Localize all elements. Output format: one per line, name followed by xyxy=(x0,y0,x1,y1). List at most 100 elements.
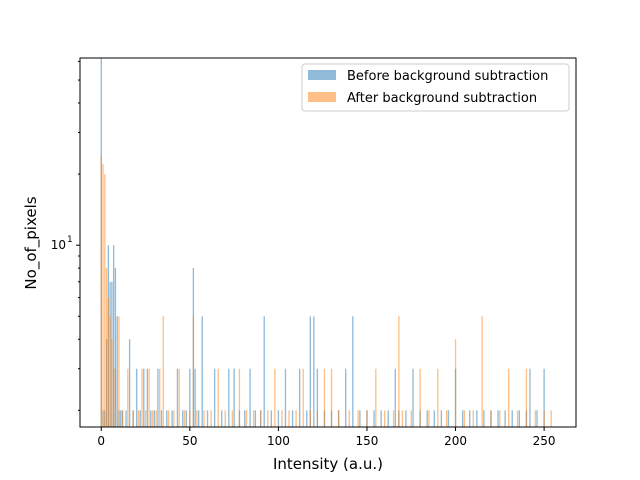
histogram-bar xyxy=(490,410,492,427)
legend-label-before: Before background subtraction xyxy=(347,69,548,84)
histogram-bar xyxy=(410,410,412,427)
histogram-bar xyxy=(472,410,474,427)
histogram-bar xyxy=(497,410,499,427)
histogram-bar xyxy=(433,410,435,427)
histogram-bar xyxy=(481,316,483,427)
histogram-bar xyxy=(284,368,287,427)
histogram-bar xyxy=(238,368,241,427)
histogram-bar xyxy=(384,410,386,427)
histogram-bar xyxy=(182,410,184,427)
legend: Before background subtraction After back… xyxy=(301,63,570,112)
histogram-bar xyxy=(419,368,421,427)
y-axis-label: No_of_pixels xyxy=(22,196,41,289)
histogram-bar xyxy=(104,174,106,427)
histogram-bar xyxy=(281,410,283,427)
histogram-bar xyxy=(267,410,269,427)
histogram-bar xyxy=(102,164,104,428)
histogram-bar xyxy=(159,368,161,427)
histogram-bar xyxy=(504,410,506,427)
histogram-bar xyxy=(249,368,251,427)
histogram-bar xyxy=(213,368,216,427)
histogram-bar xyxy=(254,410,257,427)
histogram-bar xyxy=(401,410,404,427)
histogram-bar xyxy=(309,410,311,427)
histogram-bar xyxy=(136,368,138,427)
histogram-bar xyxy=(387,410,389,427)
histogram-bar xyxy=(298,368,301,427)
x-tick-label: 200 xyxy=(444,434,467,448)
x-tick-label: 250 xyxy=(533,434,556,448)
histogram-bar xyxy=(132,410,134,427)
histogram-bar xyxy=(233,368,235,427)
histogram-bar xyxy=(109,316,111,427)
histogram-bar xyxy=(167,410,170,427)
x-tick-label: 150 xyxy=(356,434,379,448)
histogram-bar xyxy=(288,410,290,427)
histogram-bar xyxy=(137,410,140,427)
legend-swatch-before xyxy=(308,70,336,80)
histogram-bar xyxy=(306,410,308,427)
histogram-bar xyxy=(176,368,179,427)
x-axis-ticks: 0 50 100 150 200 250 xyxy=(97,427,556,448)
histogram-bar xyxy=(206,410,209,427)
histogram-bar xyxy=(454,339,457,427)
histogram-bar xyxy=(196,410,198,427)
histogram-bar xyxy=(440,410,443,427)
histogram-bar xyxy=(121,410,124,427)
histogram-bar xyxy=(348,410,350,427)
histogram-bar xyxy=(277,410,280,427)
histogram-bar xyxy=(127,368,129,427)
histogram-bar xyxy=(171,410,173,427)
x-tick-label: 100 xyxy=(267,434,290,448)
histogram-bar xyxy=(148,368,150,427)
histogram-bar xyxy=(357,410,359,427)
histogram-bar xyxy=(366,410,368,427)
histogram-bar xyxy=(160,410,163,427)
histogram-bar xyxy=(359,410,361,427)
histogram-bar xyxy=(499,410,501,427)
histogram-bar xyxy=(178,368,180,427)
histogram-bar xyxy=(518,410,520,427)
histogram-bar xyxy=(112,245,115,427)
histogram-bar xyxy=(461,410,464,427)
histogram-bar xyxy=(446,410,448,427)
y-tick-exponent: 1 xyxy=(67,235,73,245)
histogram-bar xyxy=(183,410,186,427)
histogram-bar xyxy=(166,410,168,427)
x-axis-label: Intensity (a.u.) xyxy=(273,455,383,473)
histogram-bar xyxy=(151,410,154,427)
histogram-bar xyxy=(534,410,536,427)
histogram-bar xyxy=(323,368,326,427)
histogram-bar xyxy=(352,316,354,427)
histogram-bar xyxy=(313,316,315,427)
histogram-bar xyxy=(316,368,319,427)
histogram-bar xyxy=(469,410,471,427)
histogram-bar xyxy=(189,410,191,427)
histogram-bar xyxy=(543,368,545,427)
histogram-bar xyxy=(189,368,191,427)
histogram-bar xyxy=(114,268,117,427)
histogram-bar xyxy=(157,368,159,427)
histogram-bar xyxy=(185,410,187,427)
histogram-bar xyxy=(263,316,265,427)
histogram-bar xyxy=(217,368,219,427)
histogram-bar xyxy=(483,410,485,427)
histogram-bar xyxy=(302,368,304,427)
histogram-bar xyxy=(525,368,528,427)
histogram-bar xyxy=(228,368,230,427)
histogram-bar xyxy=(173,410,175,427)
histogram-bar xyxy=(398,316,400,427)
legend-box xyxy=(301,63,570,112)
histogram-bar xyxy=(118,316,120,427)
histogram-bar xyxy=(120,410,122,427)
plot-frame xyxy=(79,57,577,428)
histogram-bar xyxy=(337,410,340,427)
histogram-bar xyxy=(405,410,407,427)
histogram-bar xyxy=(373,410,375,427)
histogram-bar xyxy=(224,410,226,427)
histogram-bar xyxy=(192,316,195,427)
histogram-bar xyxy=(536,410,538,427)
histogram-bar xyxy=(270,410,272,427)
histogram-bar xyxy=(529,368,531,427)
x-tick-label: 50 xyxy=(182,434,197,448)
